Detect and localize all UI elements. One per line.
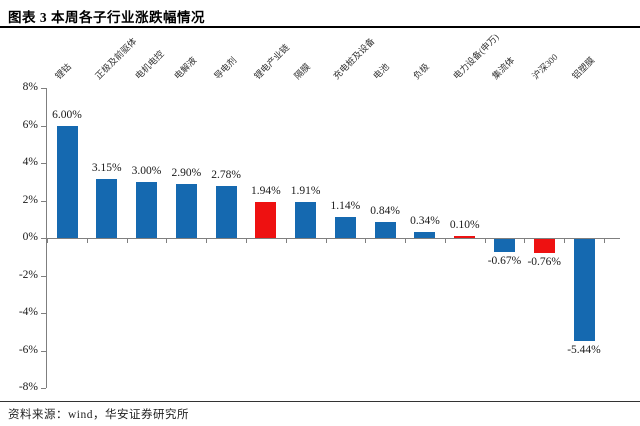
y-axis-label: -4%	[18, 306, 38, 318]
bar	[56, 125, 78, 238]
category-label: 锂钴	[53, 61, 74, 82]
bar-value-label: -0.67%	[487, 254, 522, 267]
bar	[334, 216, 356, 238]
bar-value-label: 0.84%	[370, 205, 401, 218]
bar-value-label: 0.34%	[410, 214, 440, 227]
x-axis-tick	[285, 239, 287, 243]
y-axis-label: 8%	[22, 81, 38, 93]
bar-value-label: 1.94%	[250, 184, 281, 197]
x-axis-tick	[444, 239, 446, 243]
category-label: 集流体	[490, 55, 517, 82]
bar-value-label: -5.44%	[567, 344, 601, 356]
x-axis-tick	[166, 239, 168, 243]
x-axis-tick	[86, 239, 88, 243]
category-label: 正极及前驱体	[92, 36, 139, 82]
y-axis-tick	[41, 350, 46, 352]
bar	[493, 239, 515, 252]
x-axis-tick	[564, 239, 566, 243]
bar	[295, 202, 317, 238]
y-axis-tick	[41, 313, 46, 314]
x-axis-tick	[47, 239, 49, 243]
bar	[175, 183, 197, 238]
bar	[96, 178, 118, 238]
figure-title: 图表 3 本周各子行业涨跌幅情况	[8, 10, 205, 25]
bar	[454, 236, 476, 238]
category-label: 充电桩及设备	[331, 36, 377, 82]
y-axis-tick	[41, 88, 46, 89]
bar-value-label: 3.15%	[91, 161, 122, 174]
y-axis-label: -6%	[18, 343, 38, 356]
y-axis-tick	[41, 238, 46, 239]
footer-separator	[0, 401, 640, 402]
bar-value-label: 1.91%	[290, 185, 321, 198]
y-axis-tick	[41, 163, 46, 164]
y-axis-tick	[41, 388, 46, 389]
title-separator	[0, 26, 640, 28]
category-label: 沪深300	[530, 51, 560, 82]
category-label: 导电剂	[212, 55, 239, 82]
bar	[533, 239, 555, 254]
bar-value-label: 6.00%	[52, 108, 82, 121]
x-axis-tick	[126, 239, 128, 243]
source-text: 资料来源：wind，华安证券研究所	[8, 409, 189, 421]
category-label: 电解液	[172, 55, 199, 82]
y-axis-label: -8%	[18, 381, 38, 393]
x-axis-tick	[325, 239, 327, 243]
bar-value-label: 0.10%	[449, 219, 480, 232]
x-axis-tick	[245, 239, 247, 243]
bar	[374, 222, 396, 238]
x-axis-tick	[524, 239, 526, 243]
y-axis-label: 6%	[22, 118, 38, 131]
bar-value-label: 3.00%	[131, 164, 162, 177]
bar-value-label: -0.76%	[527, 256, 561, 269]
y-axis-tick	[41, 275, 46, 277]
y-axis-tick	[41, 125, 46, 127]
x-axis-tick	[603, 239, 605, 243]
x-axis-tick	[405, 239, 407, 243]
bar-value-label: 1.14%	[330, 199, 361, 212]
y-axis-label: -2%	[18, 268, 38, 281]
category-label: 电池	[371, 61, 392, 82]
bar-value-label: 2.78%	[211, 168, 241, 181]
y-axis-tick	[41, 200, 46, 202]
y-axis-label: 0%	[22, 231, 38, 243]
y-axis-label: 2%	[22, 193, 38, 206]
category-label: 电机电控	[132, 48, 166, 82]
x-axis-tick	[365, 239, 367, 243]
category-label: 铝塑膜	[570, 55, 597, 82]
bar	[255, 201, 277, 238]
x-axis-tick	[206, 239, 208, 243]
category-label: 隔膜	[291, 61, 312, 82]
bar	[573, 239, 595, 341]
bar	[136, 181, 158, 238]
bar-value-label: 2.90%	[171, 166, 202, 179]
bar	[215, 185, 237, 238]
x-axis-tick	[484, 239, 486, 243]
category-label: 锂电产业链	[252, 42, 291, 82]
x-axis-line	[46, 238, 620, 239]
y-axis-label: 4%	[22, 156, 38, 168]
bar	[414, 231, 436, 238]
category-label: 负极	[411, 61, 431, 82]
